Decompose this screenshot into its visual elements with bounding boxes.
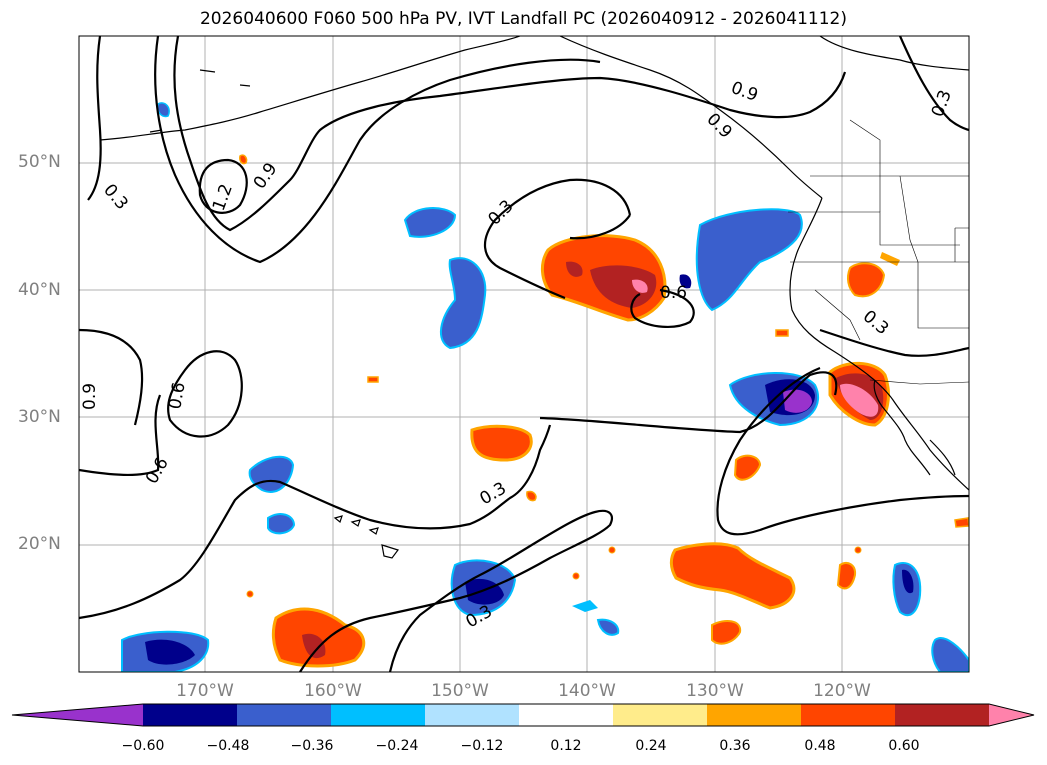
colorbar-segment: [143, 704, 238, 726]
colorbar-extend-min: [12, 704, 143, 726]
lon-label-150w: 150°W: [431, 681, 489, 701]
lat-label-40n: 40°N: [18, 280, 61, 300]
contour-label: 0.9: [80, 383, 100, 410]
colorbar-segment: [237, 704, 332, 726]
colorbar-tick: −0.36: [290, 738, 334, 754]
gridlines: [79, 36, 969, 672]
colorbar-tick: 0.36: [719, 738, 751, 754]
lon-label-130w: 130°W: [686, 681, 744, 701]
contour-label: 0.6: [165, 381, 189, 411]
colorbar-tick: 0.24: [635, 738, 667, 754]
colorbar-segment: [707, 704, 802, 726]
contour-label: 0.3: [477, 478, 510, 509]
colorbar-extend-max: [989, 704, 1034, 726]
colorbar-tick: −0.24: [375, 738, 419, 754]
contour-label: 0.9: [702, 109, 735, 142]
contour-label: 1.2: [209, 181, 237, 213]
contour-label: 0.3: [484, 196, 517, 229]
lat-label-20n: 20°N: [18, 534, 61, 554]
contour-label: 0.3: [928, 87, 956, 119]
political-borders: [788, 119, 969, 385]
contour-label: 0.3: [99, 180, 132, 214]
lat-label-50n: 50°N: [18, 152, 61, 172]
colorbar: [11, 703, 1035, 727]
contour-label: 0.6: [142, 454, 173, 487]
lon-label-140w: 140°W: [558, 681, 616, 701]
lat-label-30n: 30°N: [18, 407, 61, 427]
colorbar-outline: [11, 703, 1035, 727]
map-frame: [78, 35, 970, 673]
contour-label: 0.6: [660, 283, 687, 303]
contour-labels: 0.3 1.2 0.9 0.3 0.9 0.9 0.3 0.6 0.3 0.9 …: [80, 78, 956, 632]
colorbar-tick: 0.60: [888, 738, 920, 754]
positive-pv-shading: [239, 154, 969, 668]
colorbar-segment: [331, 704, 426, 726]
colorbar-tick: 0.12: [550, 738, 582, 754]
contour-label: 0.9: [728, 78, 760, 106]
colorbar-segment: [801, 704, 896, 726]
colorbar-tick: −0.48: [206, 738, 250, 754]
lon-label-160w: 160°W: [304, 681, 362, 701]
colorbar-segment: [613, 704, 708, 726]
lon-label-170w: 170°W: [176, 681, 234, 701]
colorbar-segment: [519, 704, 614, 726]
colorbar-tick: −0.12: [460, 738, 504, 754]
lon-label-120w: 120°W: [813, 681, 871, 701]
contour-label: 0.9: [250, 159, 282, 193]
contour-label: 0.3: [859, 307, 893, 340]
coastlines: [99, 36, 969, 559]
map-title: 2026040600 F060 500 hPa PV, IVT Landfall…: [199, 9, 847, 29]
colorbar-tick: 0.48: [804, 738, 836, 754]
colorbar-segment: [425, 704, 520, 726]
colorbar-segment: [895, 704, 990, 726]
colorbar-tick: −0.60: [121, 738, 165, 754]
ivt-contours: [79, 36, 969, 672]
